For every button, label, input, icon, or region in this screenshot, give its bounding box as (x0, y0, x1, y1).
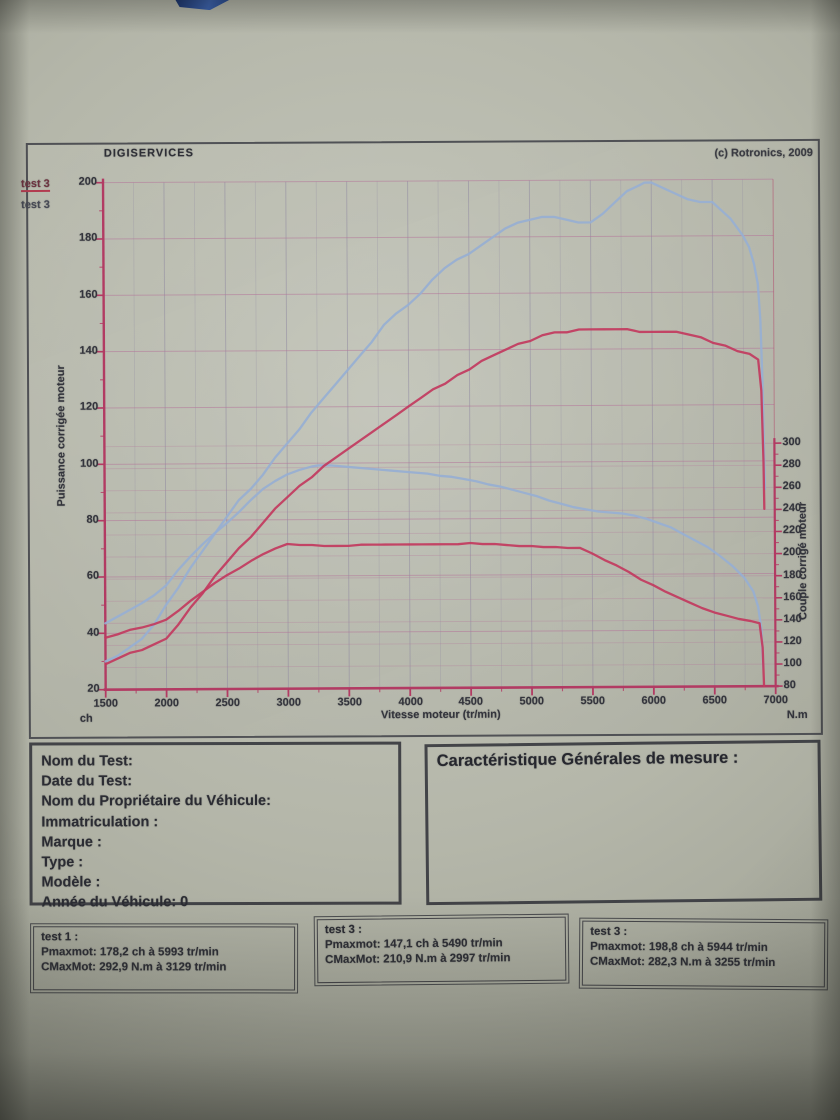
result-cmax: CMaxMot: 282,3 N.m à 3255 tr/min (589, 955, 776, 970)
chart-legend: test 3 test 3 (20, 177, 50, 218)
result-box-inner: test 3 : Pmaxmot: 147,1 ch à 5490 tr/min… (316, 916, 567, 984)
x-tick: 4500 (458, 695, 484, 708)
x-tick: 5000 (519, 695, 545, 708)
result-box-inner: test 1 : Pmaxmot: 178,2 ch à 5993 tr/min… (33, 926, 296, 991)
info-line: Type : (41, 854, 84, 871)
x-tick: 2000 (154, 697, 180, 710)
y-right-tick: 120 (783, 635, 802, 648)
y-right-tick: 100 (783, 657, 802, 670)
result-cmax: CMaxMot: 292,9 N.m à 3129 tr/min (41, 961, 227, 974)
x-tick: 6500 (702, 694, 728, 707)
x-tick: 2500 (215, 696, 241, 710)
x-tick: 5500 (580, 695, 606, 708)
y-left-tick: 200 (78, 175, 98, 188)
unit-label-ch: ch (79, 712, 93, 725)
axis-tick-labels: 20 40 60 80 100 120 140 160 180 200 80 100 120 140 160… (0, 0, 837, 710)
result-title: test 3 : (590, 925, 628, 938)
chart-copyright: (c) Rotronics, 2009 (714, 146, 813, 160)
y-left-tick: 20 (87, 682, 100, 695)
y-right-tick: 80 (783, 679, 796, 692)
y-left-tick: 100 (80, 457, 99, 470)
result-box-inner: test 3 : Pmaxmot: 198,8 ch à 5944 tr/min… (581, 920, 826, 988)
y-right-tick: 280 (782, 458, 801, 471)
x-tick: 1500 (93, 697, 119, 710)
result-title: test 1 : (41, 931, 79, 944)
info-line: Nom du Propriétaire du Véhicule: (41, 793, 271, 810)
y-left-tick: 60 (86, 569, 100, 582)
legend-item-test3-2: test 3 (21, 198, 50, 212)
y-left-tick: 160 (79, 288, 98, 301)
result-pmax: Pmaxmot: 178,2 ch à 5993 tr/min (41, 946, 219, 959)
x-tick: 7000 (763, 694, 789, 707)
x-axis-title: Vitesse moteur (tr/min) (380, 708, 501, 722)
result-box-test3-blue: test 3 : Pmaxmot: 198,8 ch à 5944 tr/min… (578, 917, 829, 991)
unit-label-nm: N.m (786, 708, 808, 722)
y-left-tick: 80 (86, 513, 99, 526)
y-right-tick: 200 (782, 546, 802, 559)
legend-item-test3-1: test 3 (20, 177, 50, 193)
y-left-tick: 180 (78, 231, 98, 244)
y-right-tick: 160 (783, 591, 802, 604)
chart-frame (25, 138, 823, 740)
y-right-tick: 180 (783, 569, 802, 582)
result-box-test3-red: test 3 : Pmaxmot: 147,1 ch à 5490 tr/min… (313, 913, 570, 987)
y-axis-title-left: Puissance corrigée moteur (54, 365, 68, 507)
measure-characteristics-box: Caractéristique Générales de mesure : (424, 739, 823, 906)
x-tick: 3000 (276, 696, 302, 709)
info-line: Marque : (41, 834, 102, 851)
y-left-tick: 40 (87, 626, 100, 639)
y-left-tick: 120 (79, 400, 99, 413)
x-tick: 3500 (337, 696, 363, 709)
y-right-tick: 140 (783, 613, 802, 626)
result-pmax: Pmaxmot: 198,8 ch à 5944 tr/min (590, 940, 768, 954)
y-right-tick: 260 (782, 480, 802, 493)
x-tick: 4000 (398, 695, 424, 709)
background-object (175, 0, 231, 10)
y-right-tick: 300 (782, 436, 801, 449)
info-line: Immatriculation : (41, 813, 159, 831)
x-tick: 6000 (641, 694, 667, 707)
info-line: Nom du Test: (41, 753, 133, 770)
y-right-tick: 240 (782, 502, 802, 515)
chart-title: DIGISERVICES (103, 147, 194, 160)
y-right-tick: 220 (782, 524, 802, 537)
result-box-test1: test 1 : Pmaxmot: 178,2 ch à 5993 tr/min… (30, 923, 299, 994)
measure-box-title: Caractéristique Générales de mesure : (436, 748, 739, 771)
result-cmax: CMaxMot: 210,9 N.m à 2997 tr/min (325, 952, 511, 967)
info-line: Date du Test: (41, 773, 133, 790)
vehicle-info-box: Nom du Test: Date du Test: Nom du Propri… (29, 741, 402, 911)
info-line: Modèle : (41, 874, 101, 891)
y-left-tick: 140 (79, 344, 98, 357)
info-line: Année du Véhicule: 0 (41, 894, 189, 911)
